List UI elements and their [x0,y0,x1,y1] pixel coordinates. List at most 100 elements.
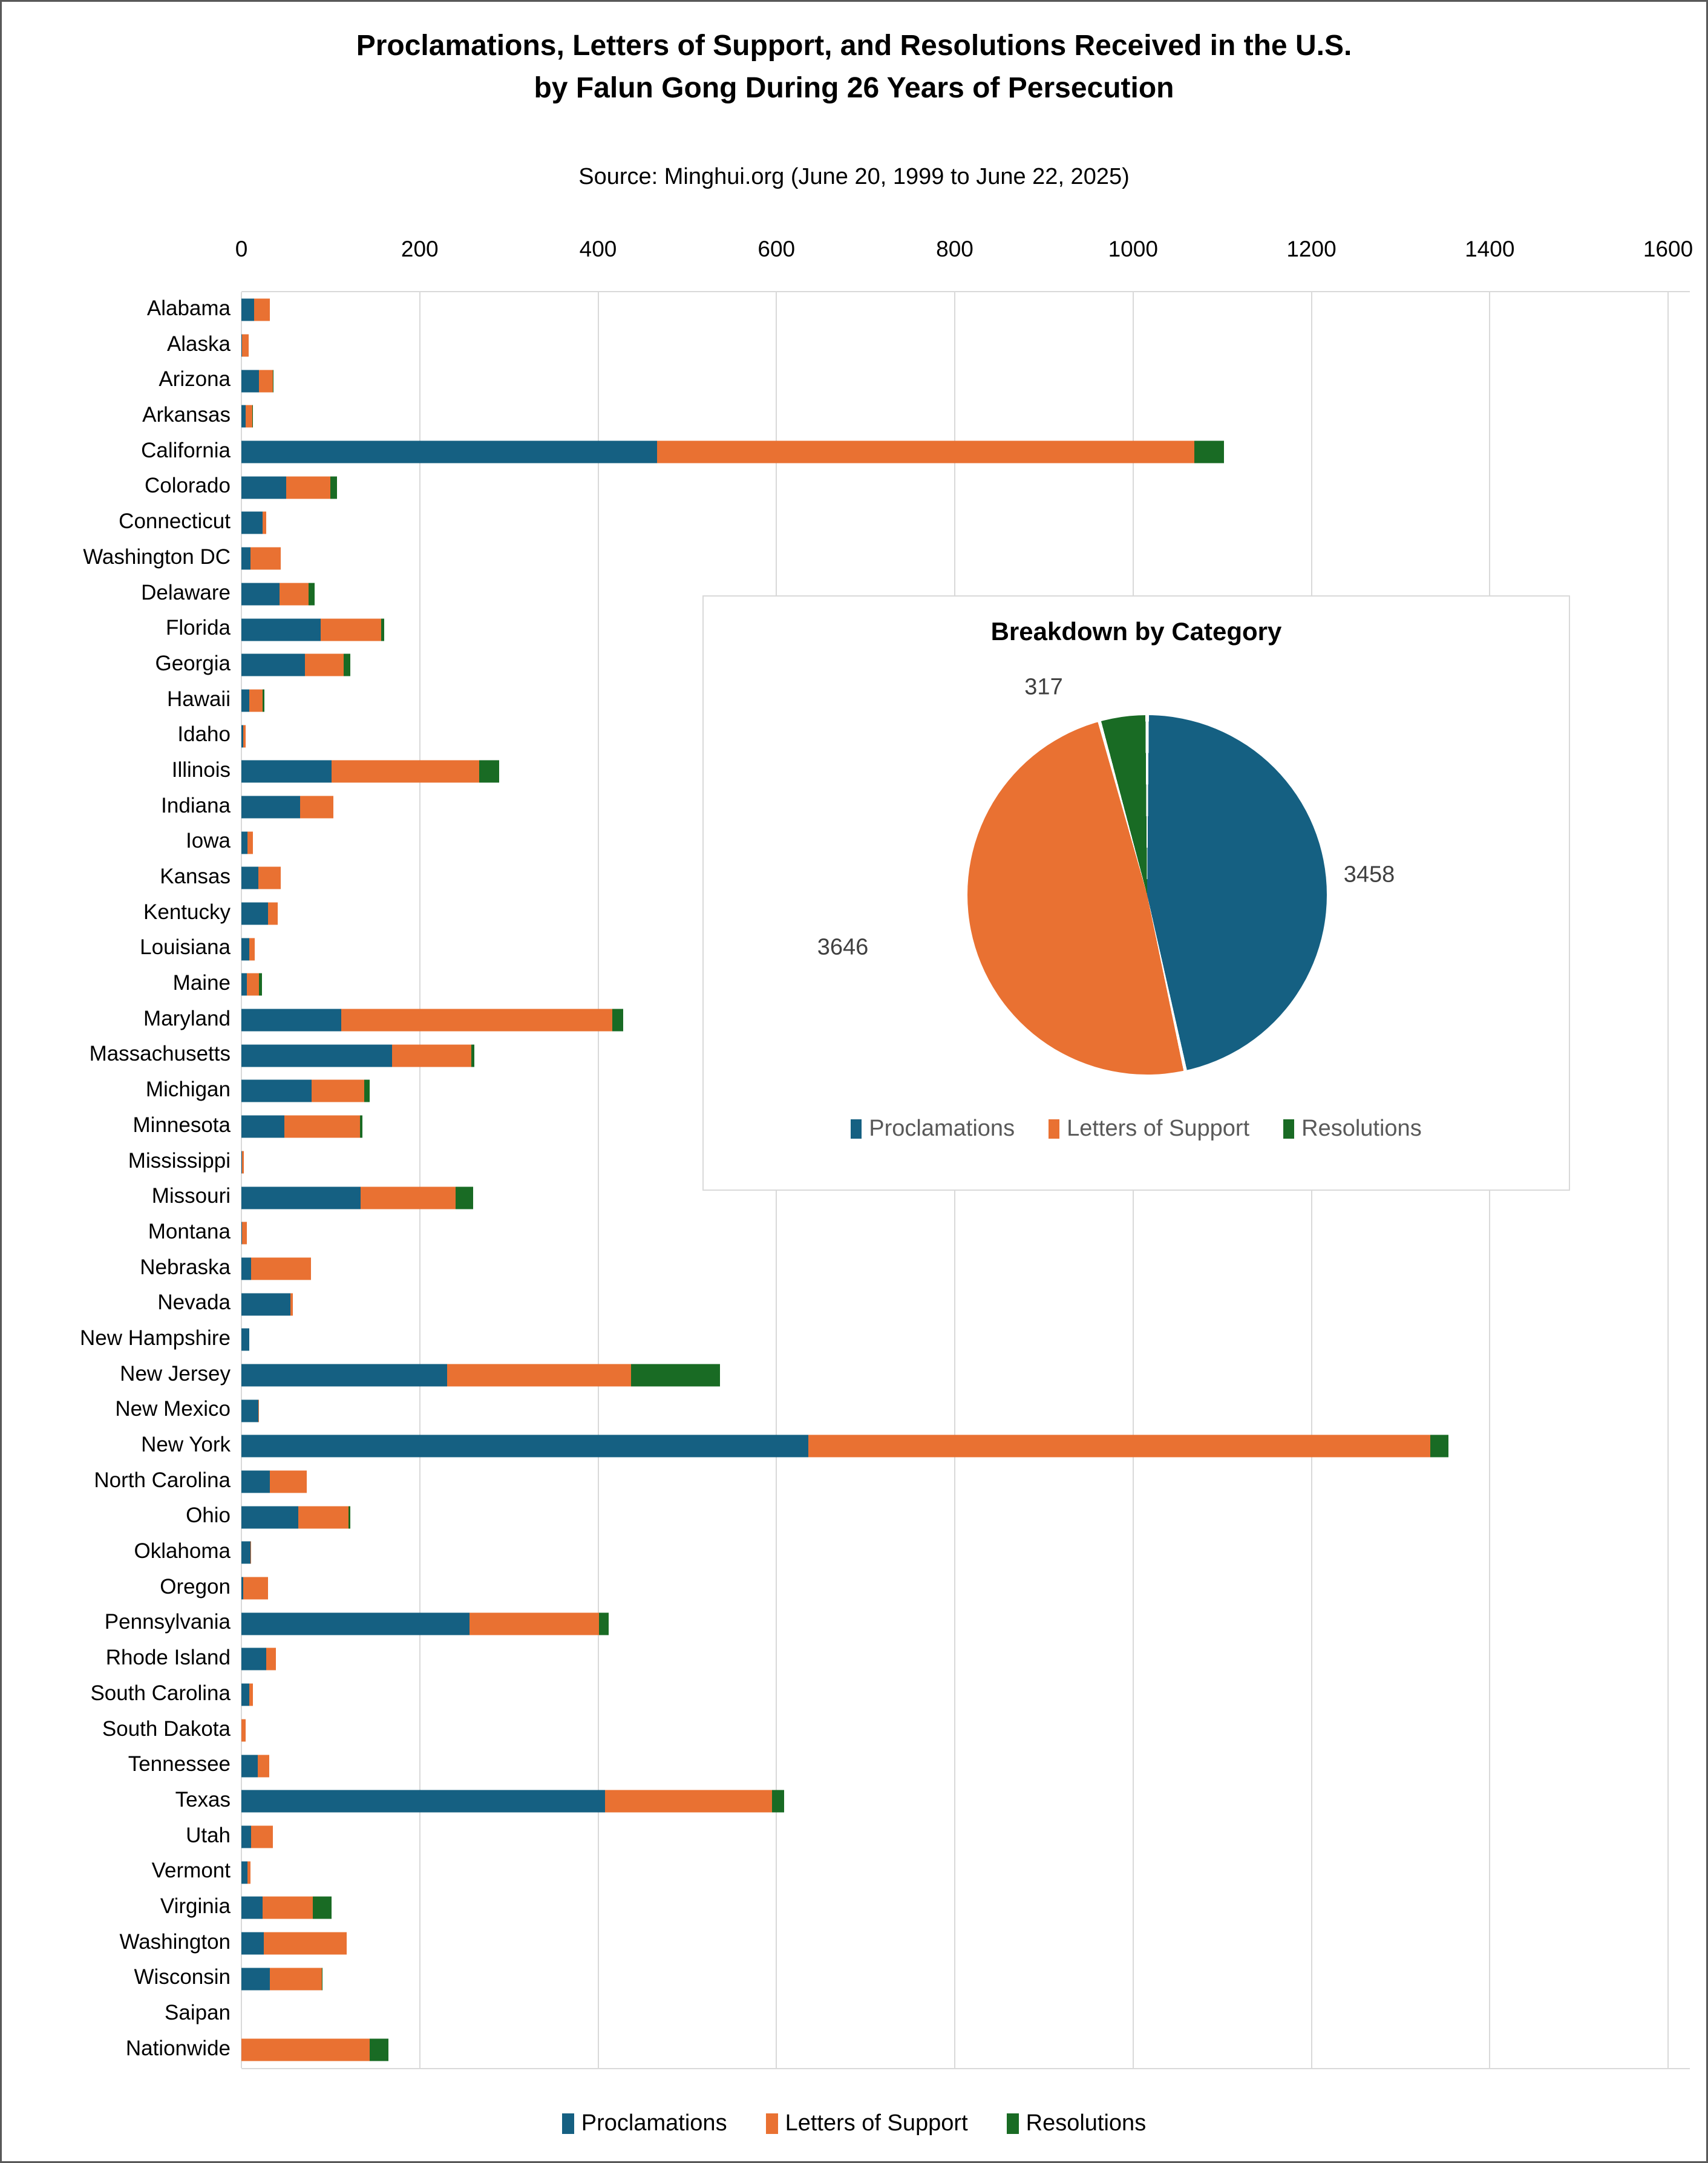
legend-swatch-icon [1283,1119,1295,1139]
legend-item-letters-of-support: Letters of Support [1049,1116,1249,1142]
bar-segment-letters-of-support [270,1968,322,1991]
bar-segment-resolutions [612,1009,623,1032]
stacked-bar [241,1186,474,1209]
legend-item-resolutions: Resolutions [1283,1116,1422,1142]
bar-segment-resolutions [479,760,499,783]
category-label-delaware: Delaware [141,580,231,604]
bar-segment-resolutions [252,405,254,428]
chart-subtitle: Source: Minghui.org (June 20, 1999 to Ju… [578,164,1130,189]
bar-segment-letters-of-support [270,1470,307,1493]
bar-segment-resolutions [330,476,337,499]
legend-label: Proclamations [581,2110,727,2136]
x-axis-tick-800: 800 [936,237,973,261]
stacked-bar [241,938,255,961]
bar-row-georgia [241,647,1690,683]
category-label-hawaii: Hawaii [166,687,231,711]
bar-segment-proclamations [241,725,243,748]
stacked-bar [241,1896,332,1919]
stacked-bar [241,547,281,570]
bar-segment-resolutions [348,1506,350,1529]
bar-segment-letters-of-support [246,973,260,996]
stacked-bar [241,2038,389,2061]
chart-title: Proclamations, Letters of Support, and R… [2,25,1706,109]
bar-segment-letters-of-support [300,796,333,819]
bar-row-florida [241,612,1690,647]
bar-segment-proclamations [241,866,258,889]
category-label-new-hampshire: New Hampshire [80,1326,231,1350]
x-axis-tick-400: 400 [579,237,617,261]
stacked-bar [241,1435,1449,1458]
legend-swatch-icon [765,2113,778,2134]
category-label-iowa: Iowa [186,829,231,853]
bar-segment-letters-of-support [258,866,281,889]
category-label-new-york: New York [141,1433,231,1456]
pie-value-label-resolutions: 317 [1024,674,1063,700]
bar-segment-proclamations [241,831,248,854]
category-label-missouri: Missouri [151,1184,231,1208]
bar-segment-letters-of-support [259,370,273,393]
bar-segment-letters-of-support [249,689,263,712]
stacked-bar [241,831,254,854]
category-label-utah: Utah [186,1823,231,1847]
bar-row-new-jersey [241,1358,1690,1393]
bar-segment-letters-of-support [246,405,252,428]
bar-chart-legend: Proclamations Letters of Support Resolutio… [2,2110,1706,2136]
stacked-bar [241,902,278,925]
category-label-oregon: Oregon [160,1574,231,1599]
bar-segment-proclamations [241,1683,250,1706]
bar-row-pennsylvania [241,1606,1690,1641]
bar-segment-proclamations [241,440,657,463]
bar-segment-proclamations [241,1825,252,1848]
category-label-kansas: Kansas [160,865,231,888]
gridline-400 [597,292,599,2068]
stacked-bar [241,618,384,641]
stacked-bar [241,1719,246,1742]
stacked-bar [241,1506,350,1529]
bar-row-arkansas [241,399,1690,434]
category-label-north-carolina: North Carolina [94,1468,231,1492]
stacked-bar [241,1079,370,1102]
stacked-bar [241,370,274,393]
bar-row-michigan [241,1073,1690,1109]
stacked-bar [241,1470,307,1493]
pie-title: Breakdown by Category [990,617,1282,646]
stacked-bar [241,440,1225,463]
bar-segment-resolutions [263,689,265,712]
legend-label: Letters of Support [1067,1116,1250,1141]
bar-segment-resolutions [259,973,262,996]
category-label-maryland: Maryland [143,1006,231,1030]
bar-segment-letters-of-support [280,583,309,606]
stacked-bar [241,689,265,712]
pie-value-label-letters: 3646 [817,934,869,960]
bar-segment-letters-of-support [242,334,249,357]
legend-item-proclamations: Proclamations [561,2110,727,2136]
category-label-oklahoma: Oklahoma [134,1539,231,1563]
category-label-rhode-island: Rhode Island [105,1646,231,1670]
bar-segment-proclamations [241,1293,291,1316]
bar-row-north-carolina [241,1464,1690,1500]
legend-item-resolutions: Resolutions [1006,2110,1146,2136]
bar-row-wisconsin [241,1961,1690,1997]
bar-row-missouri [241,1180,1690,1216]
category-label-colorado: Colorado [144,474,231,498]
bar-segment-proclamations [241,1506,299,1529]
bar-segment-proclamations [241,334,243,357]
bar-row-kentucky [241,896,1690,932]
category-label-massachusetts: Massachusetts [89,1042,231,1066]
bar-segment-letters-of-support [447,1364,631,1387]
category-label-minnesota: Minnesota [133,1113,231,1137]
bar-segment-proclamations [241,1932,264,1955]
bar-segment-letters-of-support [258,1399,260,1422]
bar-segment-letters-of-support [808,1435,1430,1458]
stacked-bar [241,334,249,357]
bar-segment-proclamations [241,583,280,606]
bar-segment-letters-of-support [290,1293,293,1316]
gridline-0 [241,292,242,2068]
category-label-washington: Washington [119,1929,231,1954]
x-axis-tick-labels: 0 200 400 600 800 1000 1200 1400 1600 [2,237,1706,263]
y-axis-category-labels: Alabama Alaska Arizona Arkansas California Co… [2,291,231,2066]
legend-swatch-icon [561,2113,574,2134]
pie-inset-panel: Breakdown by Category 317 3458 3646 Proc… [702,595,1570,1191]
bar-row-illinois [241,754,1690,790]
category-label-montana: Montana [148,1219,231,1243]
